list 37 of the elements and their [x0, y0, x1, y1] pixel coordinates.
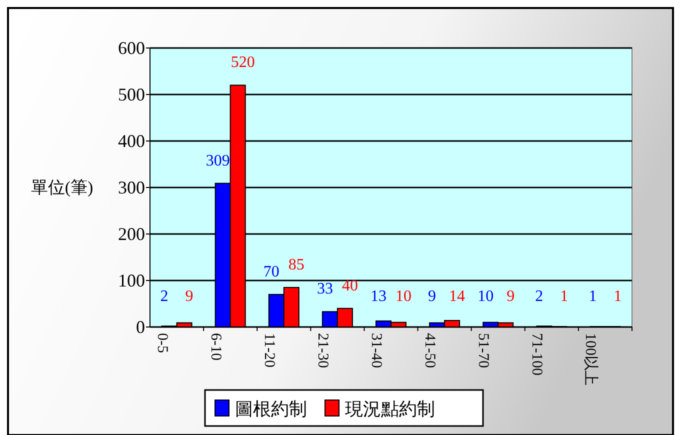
y-tick-label: 500: [118, 84, 145, 104]
data-label: 9: [506, 288, 515, 305]
data-label: 1: [560, 288, 568, 305]
data-label: 1: [588, 288, 597, 305]
y-tick-label: 400: [118, 131, 145, 151]
data-label: 1: [614, 288, 622, 305]
data-label: 9: [428, 288, 436, 305]
y-tick-label: 600: [118, 38, 145, 58]
y-axis-title: 單位(筆): [30, 178, 94, 197]
y-tick-label: 100: [118, 270, 145, 290]
x-tick-label: 51-70: [475, 333, 492, 368]
x-tick-label: 21-30: [314, 333, 330, 368]
y-tick-label: 0: [136, 317, 145, 337]
legend-label: 圖根約制: [235, 399, 307, 420]
y-tick-label: 200: [118, 224, 145, 244]
data-label: 13: [370, 288, 386, 305]
data-label: 10: [396, 288, 412, 305]
data-label: 40: [342, 277, 358, 294]
data-label: 2: [160, 288, 168, 305]
y-tick-label: 300: [118, 178, 145, 198]
data-label: 10: [478, 288, 494, 305]
x-tick-label: 71-100: [528, 333, 545, 376]
x-tick-label: 41-50: [422, 333, 438, 368]
data-label: 85: [288, 256, 304, 274]
data-label: 520: [230, 54, 255, 72]
x-tick-label: 100以上: [582, 333, 600, 386]
data-label: 70: [263, 263, 280, 280]
data-label: 2: [535, 288, 544, 305]
legend-label: 現況點約制: [345, 399, 435, 420]
x-tick-label: 6-10: [207, 333, 224, 360]
x-tick-label: 11-20: [260, 333, 277, 368]
data-label: 309: [206, 152, 230, 170]
data-label: 14: [449, 288, 466, 305]
x-tick-label: 31-40: [368, 333, 384, 368]
data-label: 33: [316, 280, 333, 298]
x-tick-label: 0-5: [154, 333, 170, 353]
data-label: 9: [185, 288, 194, 305]
